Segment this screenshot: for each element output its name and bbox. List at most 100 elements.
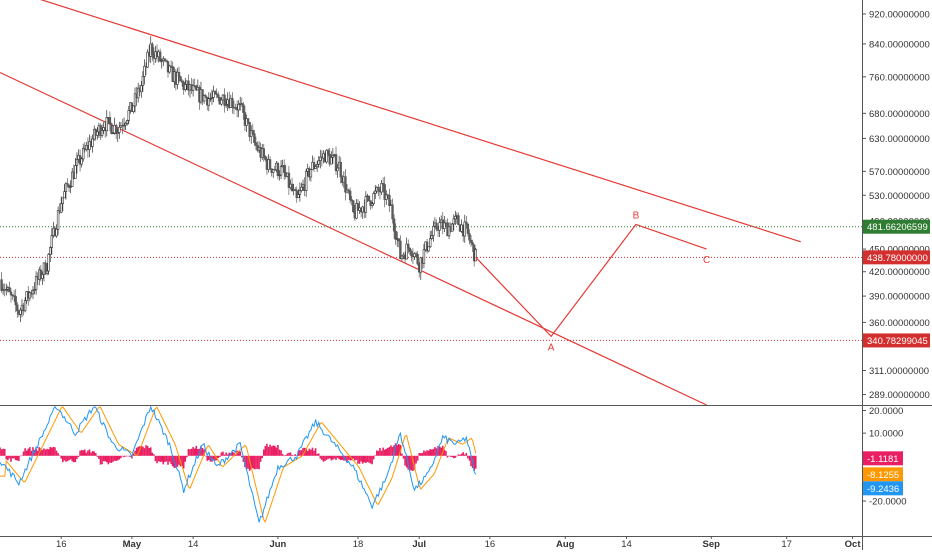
candle-body xyxy=(49,247,52,255)
candle-body xyxy=(336,167,339,172)
histogram-bar xyxy=(228,452,231,456)
histogram-bar xyxy=(41,449,44,456)
x-tick-label: 14 xyxy=(621,539,632,550)
histogram-bar xyxy=(369,455,372,464)
histogram-bar xyxy=(445,450,447,456)
histogram-bar xyxy=(110,455,113,463)
candle-body xyxy=(75,159,79,166)
wave-label-b: B xyxy=(633,210,640,221)
candle-body xyxy=(416,254,419,265)
histogram-bar xyxy=(317,453,320,456)
histogram-bar xyxy=(13,455,15,459)
candle-body xyxy=(80,158,83,165)
histogram-bar xyxy=(412,455,414,471)
candle-body xyxy=(28,292,32,299)
candle-body xyxy=(279,166,283,176)
histogram-bar xyxy=(280,450,282,456)
histogram-bar xyxy=(222,451,224,456)
wave-projection-line[interactable] xyxy=(475,223,707,338)
histogram-bar xyxy=(140,446,143,456)
histogram-bar xyxy=(182,455,185,469)
histogram-bar xyxy=(253,455,256,470)
candle-body xyxy=(82,147,85,160)
x-tick-label: Jun xyxy=(269,539,286,550)
candle-body xyxy=(339,161,342,178)
histogram-bar xyxy=(438,446,441,456)
candle-body xyxy=(143,65,146,77)
histogram-bar xyxy=(451,455,453,457)
histogram-bar xyxy=(294,454,296,456)
candle-body xyxy=(158,51,162,62)
histogram-bar xyxy=(457,454,460,456)
osc-y-tick-label: 20.0000 xyxy=(869,406,903,417)
candle-body xyxy=(408,247,412,252)
price-level-badge xyxy=(863,250,930,265)
trendline-2[interactable] xyxy=(0,71,707,406)
histogram-bar xyxy=(27,448,30,456)
candle-body xyxy=(5,288,8,291)
candle-body xyxy=(465,221,468,225)
candle-body xyxy=(344,176,347,193)
candle-body xyxy=(347,189,350,192)
candle-body xyxy=(63,191,66,199)
histogram-bar xyxy=(463,454,466,456)
candle-body xyxy=(391,204,394,220)
candle-body xyxy=(160,60,163,62)
histogram-bar xyxy=(335,455,337,460)
candle-body xyxy=(45,270,49,274)
candle-body xyxy=(179,76,182,82)
histogram-bar xyxy=(239,451,242,456)
histogram-bar xyxy=(145,445,147,456)
candle-body xyxy=(125,120,129,124)
histogram-bar xyxy=(25,450,28,456)
candle-body xyxy=(251,130,254,134)
candle-body xyxy=(268,159,272,170)
candle-body xyxy=(466,223,470,234)
histogram-bar xyxy=(372,455,375,460)
histogram-bar xyxy=(165,455,168,462)
histogram-bar xyxy=(164,455,166,463)
histogram-bar xyxy=(468,455,471,461)
wave-label-c: C xyxy=(703,255,710,266)
histogram-bar xyxy=(332,455,334,460)
candle-body xyxy=(278,174,281,177)
histogram-bar xyxy=(360,455,362,462)
histogram-bar xyxy=(465,452,468,456)
x-tick-label: Jul xyxy=(412,539,426,550)
histogram-bar xyxy=(118,455,121,460)
histogram-bar xyxy=(88,449,91,456)
candle-body xyxy=(108,117,112,125)
histogram-bar xyxy=(29,447,31,456)
histogram-bar xyxy=(60,455,63,459)
y-tick-label: 630.00000000 xyxy=(869,134,930,145)
candle-body xyxy=(240,103,243,105)
histogram-bar xyxy=(270,446,273,456)
histogram-bar xyxy=(190,448,193,456)
histogram-bar xyxy=(46,448,48,456)
candle-body xyxy=(212,91,215,98)
candle-body xyxy=(300,186,303,191)
histogram-bar xyxy=(248,455,251,471)
candle-body xyxy=(297,194,300,198)
candle-body xyxy=(124,123,127,126)
candle-body xyxy=(60,203,63,213)
osc-value-badge-label-orange: -8.1255 xyxy=(867,470,899,481)
candle-body xyxy=(430,235,433,239)
histogram-bar xyxy=(405,455,408,468)
trendline-1[interactable] xyxy=(0,0,801,243)
histogram-bar xyxy=(302,447,304,456)
histogram-bar xyxy=(10,455,12,462)
candle-body xyxy=(315,164,319,168)
histogram-bar xyxy=(197,449,199,456)
osc-value-badge-blue xyxy=(863,481,903,496)
candle-body xyxy=(248,121,251,137)
candle-body xyxy=(177,71,181,77)
histogram-bar xyxy=(234,454,237,456)
histogram-bar xyxy=(382,447,384,456)
histogram-bar xyxy=(398,444,400,456)
histogram-bar xyxy=(69,455,72,460)
candle-body xyxy=(331,155,335,158)
histogram-bar xyxy=(49,446,52,456)
y-tick-label: 530.00000000 xyxy=(869,191,930,202)
histogram-bar xyxy=(189,449,191,456)
